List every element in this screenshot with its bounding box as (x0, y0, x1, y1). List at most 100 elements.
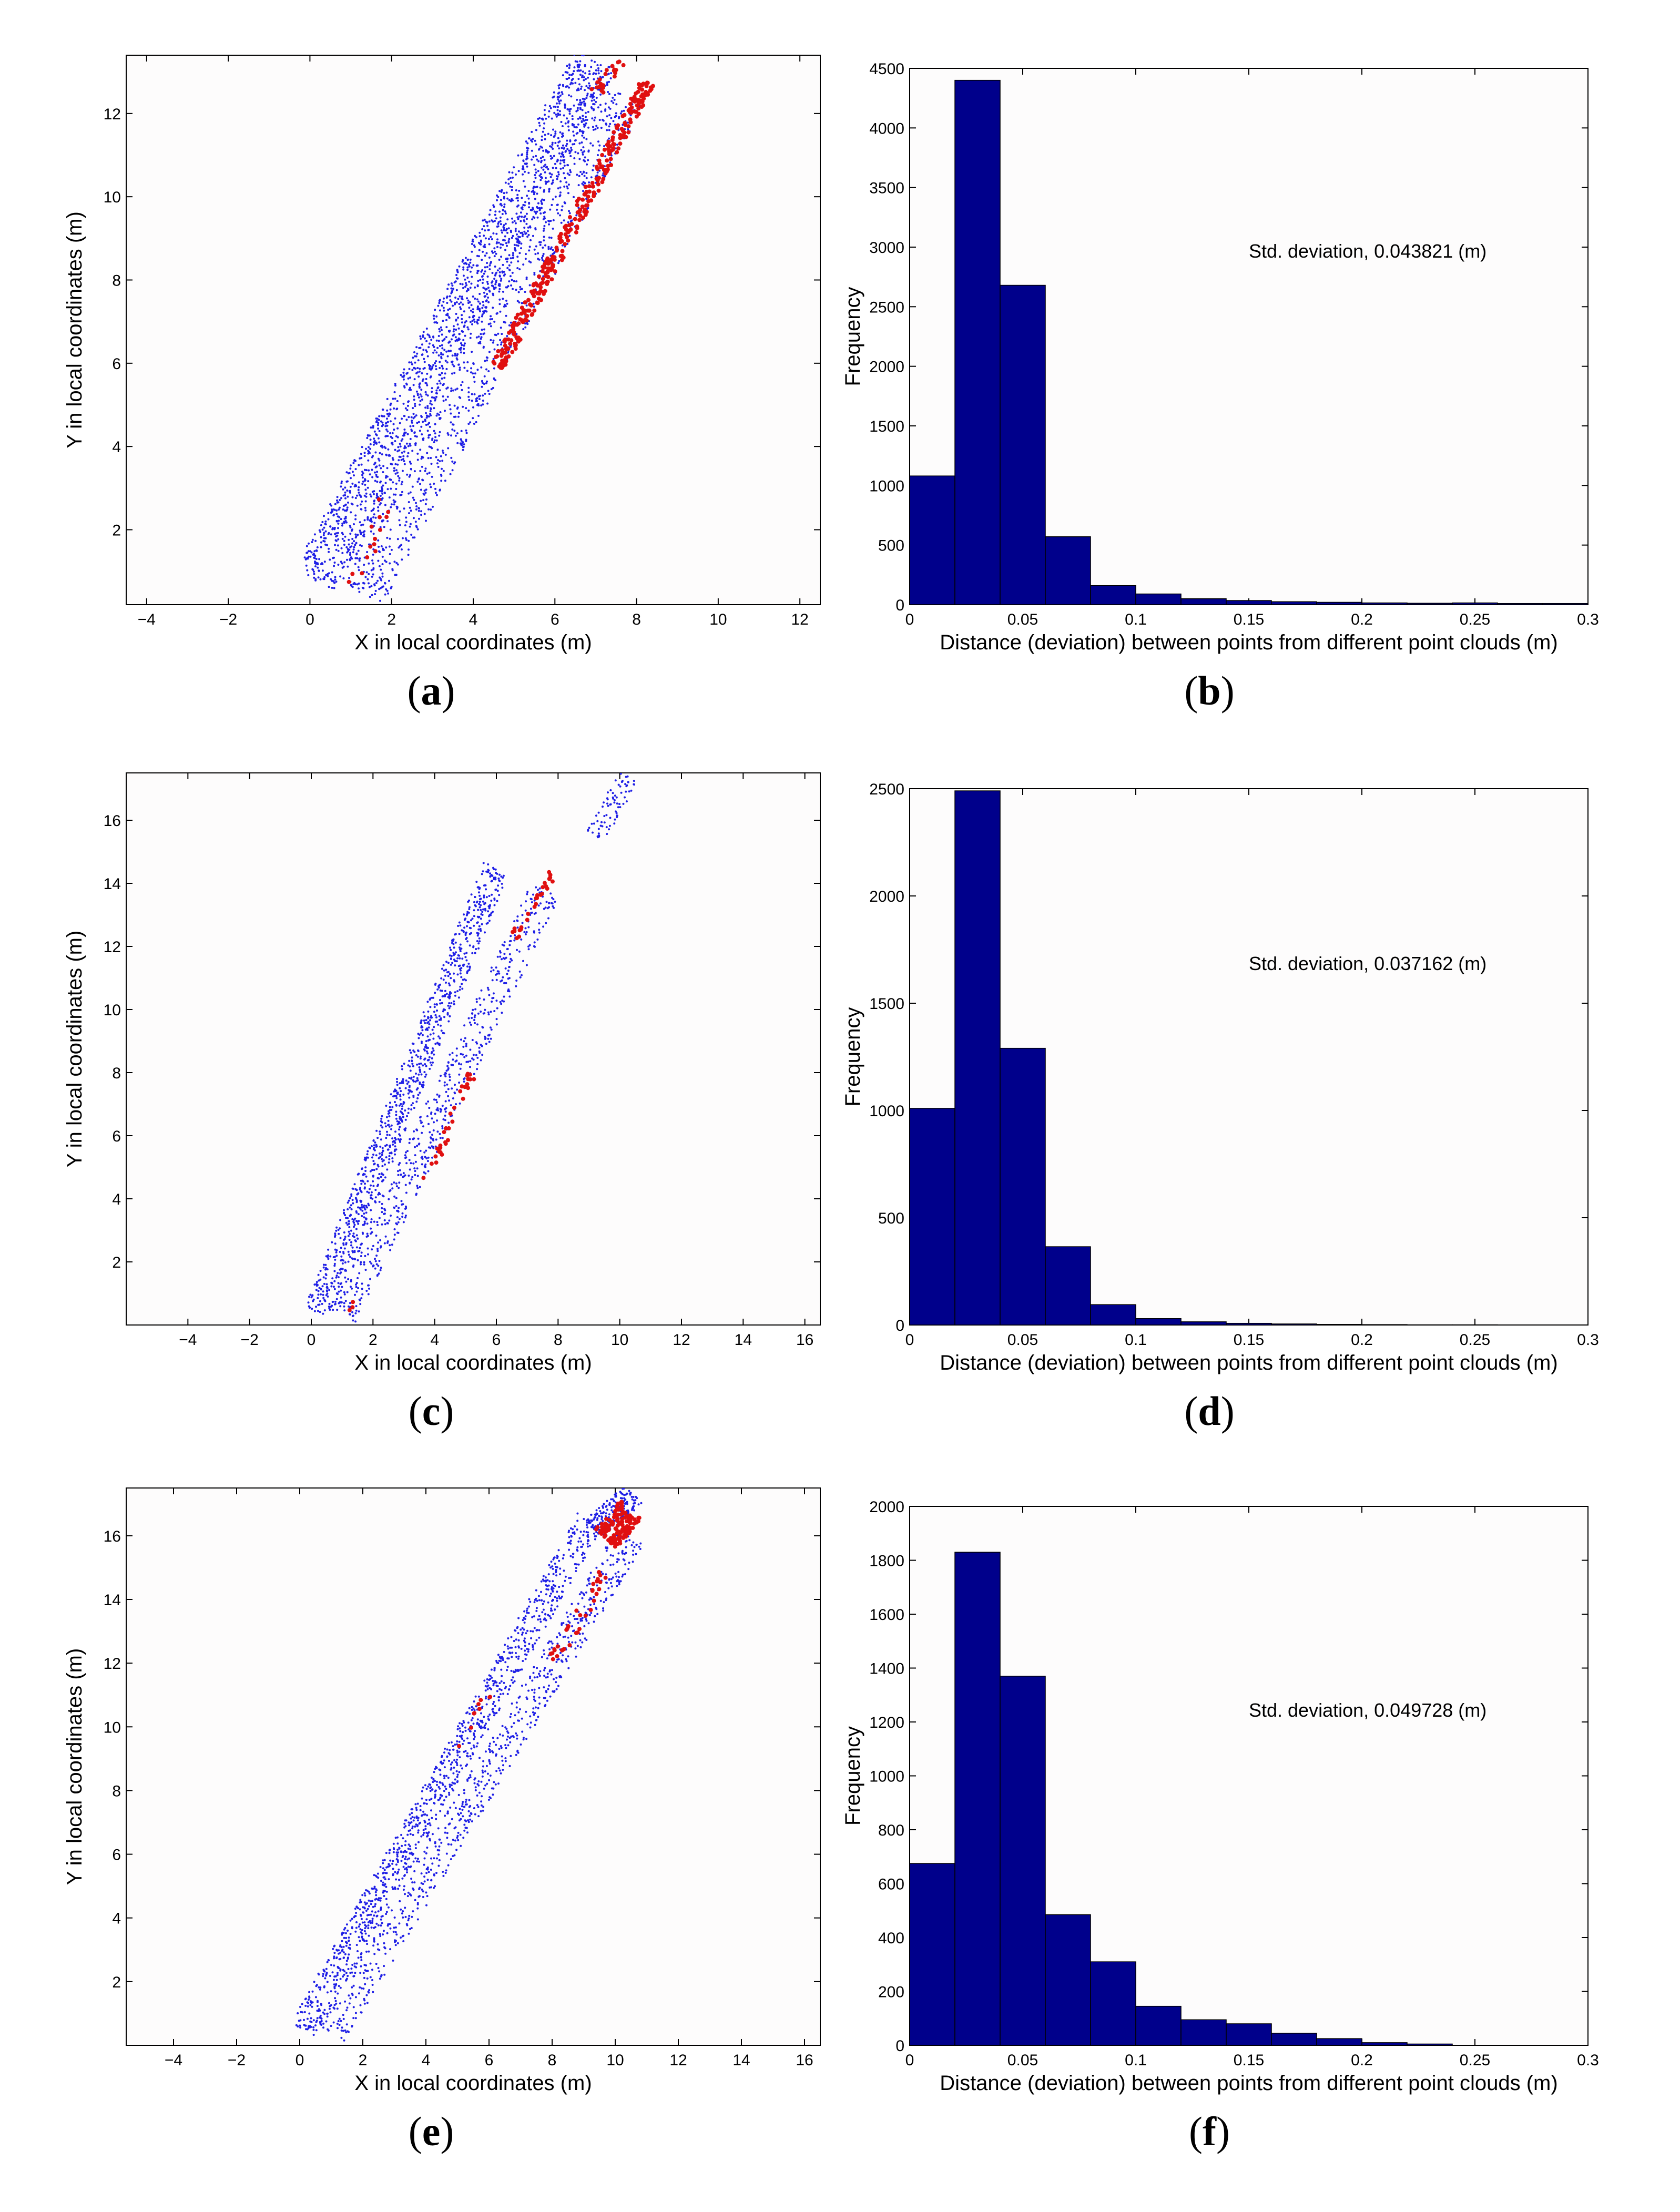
scatter-point (533, 193, 535, 196)
scatter-point (502, 976, 504, 978)
scatter-point (586, 195, 590, 199)
scatter-point (426, 430, 429, 432)
chart-panel-d: 0 0.05 0.1 0.15 0.2 0.25 0.3050010001500200025… (841, 781, 1599, 1434)
scatter-point (335, 1276, 338, 1279)
scatter-point (543, 109, 546, 111)
scatter-point (418, 396, 420, 399)
scatter-point (385, 588, 388, 590)
scatter-point (363, 1186, 366, 1189)
scatter-point (566, 78, 568, 80)
scatter-point (348, 1230, 350, 1233)
scatter-point (358, 486, 360, 488)
scatter-point (590, 184, 595, 189)
scatter-point (588, 70, 590, 73)
scatter-point (419, 483, 421, 485)
scatter-point (375, 475, 378, 478)
scatter-point (572, 143, 574, 146)
scatter-point (409, 444, 412, 447)
scatter-point (420, 1073, 423, 1076)
scatter-point (420, 389, 423, 391)
scatter-point (451, 1087, 453, 1090)
scatter-point (398, 546, 400, 549)
scatter-point (538, 124, 541, 127)
scatter-point (574, 139, 577, 141)
scatter-point (435, 456, 437, 458)
scatter-point (407, 1112, 410, 1114)
scatter-point (500, 875, 503, 878)
scatter-point (511, 279, 513, 281)
scatter-point (597, 77, 602, 82)
scatter-point (590, 822, 593, 825)
scatter-point (478, 231, 481, 234)
scatter-point (562, 132, 564, 135)
scatter-point (421, 478, 424, 481)
scatter-point (317, 576, 320, 579)
scatter-point (486, 282, 489, 285)
scatter-point (344, 535, 347, 538)
scatter-point (618, 132, 623, 137)
scatter-point (456, 406, 459, 409)
scatter-point (406, 1150, 409, 1153)
scatter-point (413, 1107, 415, 1109)
scatter-point (465, 979, 467, 982)
scatter-point (365, 1175, 368, 1178)
scatter-point (416, 1097, 419, 1099)
scatter-point (450, 949, 452, 951)
scatter-point (447, 1020, 450, 1023)
scatter-point (558, 260, 561, 262)
scatter-point (454, 1060, 457, 1063)
scatter-point (482, 400, 484, 402)
scatter-point (508, 269, 511, 271)
scatter-point (414, 1170, 416, 1173)
scatter-point (388, 454, 391, 456)
scatter-point (483, 295, 486, 298)
scatter-point (432, 505, 434, 508)
scatter-point (469, 933, 471, 935)
scatter-point (405, 1207, 408, 1209)
scatter-point (481, 313, 484, 316)
scatter-point (484, 306, 487, 309)
scatter-point (544, 171, 546, 174)
scatter-point (532, 207, 534, 209)
scatter-point (581, 173, 584, 176)
scatter-point (355, 1309, 358, 1312)
scatter-point (460, 351, 462, 354)
scatter-point (363, 494, 366, 497)
scatter-point (346, 558, 348, 561)
scatter-point (377, 422, 380, 424)
scatter-point (323, 578, 325, 580)
scatter-point (528, 246, 531, 248)
scatter-point (400, 458, 403, 461)
scatter-point (565, 71, 567, 74)
scatter-point (431, 1047, 434, 1049)
scatter-point (541, 198, 544, 201)
scatter-point (519, 311, 524, 316)
scatter-point (506, 244, 508, 247)
scatter-point (307, 557, 309, 559)
scatter-point (348, 490, 351, 493)
scatter-point (534, 168, 537, 171)
scatter-point (478, 997, 481, 1000)
scatter-point (438, 328, 441, 330)
scatter-point (607, 91, 609, 93)
scatter-point (373, 583, 375, 586)
scatter-point (630, 789, 633, 792)
scatter-point (340, 1301, 343, 1303)
y-tick-label: 1000 (869, 477, 904, 495)
scatter-point (447, 1004, 450, 1007)
scatter-point (362, 587, 365, 589)
scatter-point (411, 363, 413, 365)
scatter-point (331, 1241, 333, 1243)
scatter-point (335, 509, 338, 512)
scatter-point (358, 1220, 360, 1222)
scatter-point (415, 1088, 418, 1091)
scatter-point (313, 533, 316, 536)
scatter-point (488, 907, 491, 910)
scatter-point (577, 78, 580, 80)
scatter-point (554, 106, 557, 108)
scatter-point (315, 1306, 317, 1308)
scatter-point (379, 526, 382, 528)
scatter-point (571, 118, 574, 120)
scatter-point (645, 80, 649, 85)
scatter-point (544, 177, 547, 179)
